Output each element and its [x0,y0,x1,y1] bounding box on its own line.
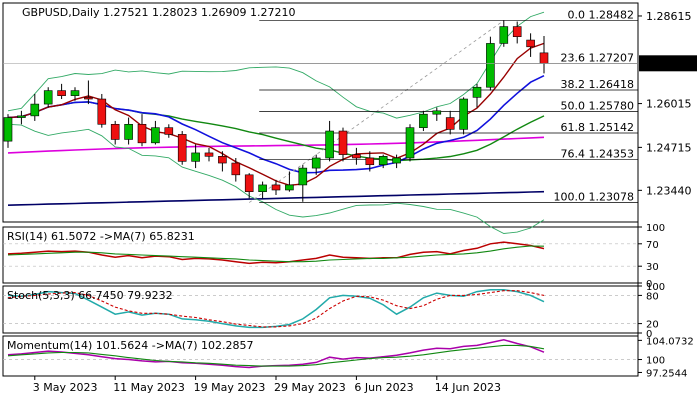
candle-body [17,115,26,118]
fib-level-label: 100.0 1.23078 [554,191,634,204]
candle-body [191,152,200,162]
momentum-y-tick-label: 100 [646,356,665,367]
candle-body [338,130,348,155]
fib-level-label: 50.0 1.25780 [561,99,634,112]
candle-body [177,134,187,162]
candle-body [445,117,455,130]
candle-body [244,174,254,192]
momentum-label: Momentum(14) 101.5624 ->MA(7) 102.2857 [7,339,254,352]
candle-body [204,152,214,157]
momentum-series-line [7,344,545,367]
candle-body [539,52,549,64]
candle-body [472,86,482,98]
candle-body [137,123,147,144]
candle-body [84,97,93,100]
candle-body [365,157,375,166]
x-tick-label: 3 May 2023 [33,381,98,394]
rsi-series-line [7,245,545,263]
stoch-series-line [7,290,545,328]
candle-body [405,127,415,159]
candle-body [43,90,53,105]
candle-body [271,184,281,191]
candle-body [352,154,361,159]
candle-body [419,113,428,128]
main-y-tick-label: 1.24715 [646,141,692,154]
candle-body [151,127,160,144]
current-price-label: 1.27210 [644,57,690,70]
candle-body [110,123,120,140]
candle-body [231,162,241,176]
candle-body [57,90,66,96]
candle-body [499,26,509,44]
sma-navy-line [7,190,545,206]
momentum-y-tick-label: 97.2544 [646,368,687,379]
candle-body [392,157,401,164]
x-tick-label: 14 Jun 2023 [435,381,501,394]
fib-level-label: 76.4 1.24353 [561,148,634,161]
candle-body [486,43,495,88]
candle-body [311,157,321,169]
candle-body [258,184,267,192]
candle-body [97,98,107,125]
x-tick-label: 6 Jun 2023 [354,381,413,394]
candle-body [218,156,227,164]
rsi-y-tick-label: 0 [646,279,652,290]
main-y-tick-label: 1.28615 [646,10,692,23]
candle-body [124,123,133,140]
rsi-y-tick-label: 100 [646,223,665,234]
rsi-series-line [7,241,545,265]
candle-body [30,103,40,117]
fib-level-label: 0.0 1.28482 [568,8,634,21]
bollinger-lower-line [7,123,545,234]
x-tick-label: 19 May 2023 [194,381,266,394]
momentum-y-tick-label: 104.0732 [646,336,694,347]
candle-body [512,26,522,37]
sma-blue-line [7,74,545,174]
stoch-y-tick-label: 80 [646,291,659,302]
candle-body [526,39,535,48]
bollinger-upper-line [7,11,545,119]
candle-body [3,117,13,142]
current-price-box [639,55,697,72]
x-tick-label: 29 May 2023 [274,381,346,394]
main-y-tick-label: 1.23440 [646,184,692,197]
fib-level-label: 38.2 1.26418 [561,78,634,91]
stoch-label: Stoch(5,3,3) 66.7450 79.9232 [7,289,173,302]
candle-body [285,184,294,191]
candle-body [70,90,80,96]
candle-body [432,110,442,115]
main-y-tick-label: 1.26015 [646,98,692,111]
rsi-label: RSI(14) 61.5072 ->MA(7) 65.8231 [7,230,195,243]
candle-body [378,156,388,166]
x-tick-label: 11 May 2023 [113,381,185,394]
candle-body [459,98,468,130]
stoch-y-tick-label: 0 [646,329,652,340]
candle-body [298,167,308,186]
candle-body [164,127,174,135]
chart-title: GBPUSD,Daily 1.27521 1.28023 1.26909 1.2… [22,6,295,19]
rsi-y-tick-label: 30 [646,262,659,273]
fib-level-label: 61.8 1.25142 [561,121,634,134]
candle-body [325,130,334,159]
rsi-y-tick-label: 70 [646,240,659,251]
sma-magenta-line [7,136,545,154]
stoch-y-tick-label: 100 [646,282,665,293]
stoch-y-tick-label: 20 [646,320,659,331]
fib-level-label: 23.6 1.27207 [561,51,634,64]
